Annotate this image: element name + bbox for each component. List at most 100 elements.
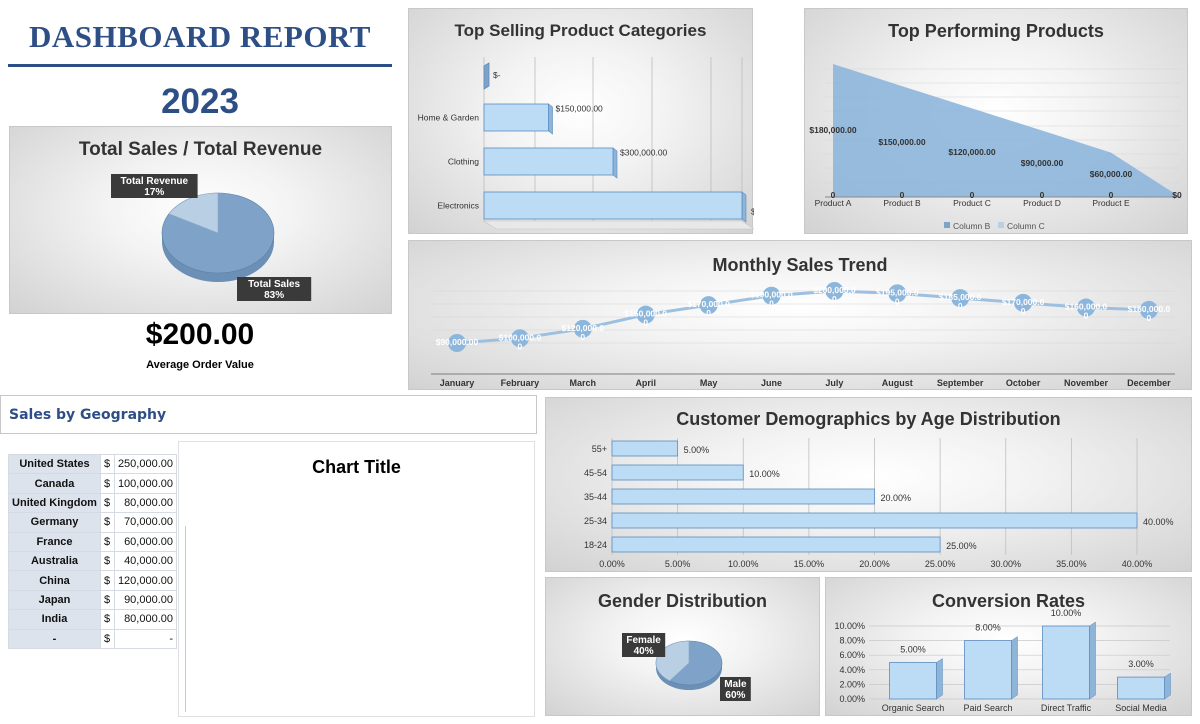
products-value-label: $180,000.00 [809,125,857,135]
gender-chart-panel[interactable]: Gender Distribution Female 40% Male 60% [545,577,820,716]
monthly-value-label: $170,000.0 [687,299,730,309]
monthly-point [888,284,907,303]
monthly-trend-panel[interactable]: Monthly Sales Trend $90,000.00 January $10… [408,240,1192,390]
categories-value-label: $300,000.00 [620,148,668,158]
geography-amount-cell[interactable]: 70,000.00 [114,512,177,533]
geography-currency-cell[interactable]: $ [100,473,115,494]
age-value-label: 5.00% [684,445,710,455]
categories-bar-side [741,191,747,223]
conversion-ytick-label: 0.00% [839,694,865,704]
geography-currency-cell[interactable]: $ [100,453,115,475]
geography-country-cell[interactable]: United States [8,453,101,475]
monthly-value-label: $160,000.0 [1128,304,1171,314]
monthly-value-label: $200,000.0 [813,285,856,295]
categories-label: Electronics [437,201,479,211]
monthly-month-label: December [1127,378,1171,388]
monthly-value-label: 0 [706,308,711,318]
products-legend-swatch [998,222,1004,228]
monthly-month-label: August [882,378,913,388]
geography-country-cell[interactable]: Canada [8,473,101,494]
age-category-label: 25-34 [584,516,607,526]
conversion-chart-panel[interactable]: Conversion Rates 0.00% 2.00% 4.00% 6.00% 8.0… [825,577,1192,716]
gender-label-male: 60% [725,690,745,701]
geography-amount-cell[interactable]: 250,000.00 [114,453,177,475]
monthly-month-label: March [570,378,597,388]
title-divider [8,64,392,67]
geography-country-cell[interactable]: France [8,531,101,552]
age-chart-title: Customer Demographics by Age Distributio… [676,409,1061,429]
products-value-label: $90,000.00 [1021,158,1064,168]
geography-country-cell[interactable]: India [8,609,101,630]
geography-amount-cell[interactable]: 60,000.00 [114,531,177,552]
monthly-month-label: November [1064,378,1109,388]
conversion-column-chart: 0.00% 2.00% 4.00% 6.00% 8.00% 10.00% 5.00% Orga… [834,608,1171,713]
monthly-value-label: 0 [1147,313,1152,323]
monthly-month-label: July [825,378,843,388]
age-xtick-label: 0.00% [599,559,625,569]
geography-country-cell[interactable]: - [8,628,101,649]
geography-amount-cell[interactable]: 80,000.00 [114,492,177,514]
monthly-value-label: 0 [832,294,837,304]
categories-value-label: $- [493,70,501,80]
products-value-label: $150,000.00 [878,137,926,147]
gender-label-male: Male [724,679,747,690]
gender-label-female-bg [622,633,666,657]
geography-country-cell[interactable]: China [8,570,101,591]
age-value-label: 10.00% [749,469,780,479]
geography-currency-cell[interactable]: $ [100,609,115,630]
geography-amount-cell[interactable]: - [114,628,177,649]
monthly-value-label: $190,000.0 [750,290,793,300]
geography-currency-cell[interactable]: $ [100,531,115,552]
products-chart-title: Top Performing Products [888,21,1104,41]
geography-currency-cell[interactable]: $ [100,550,115,572]
conversion-ytick-label: 8.00% [839,636,865,646]
revenue-pie-panel[interactable]: Total Sales / Total Revenue Total Revenu… [9,126,392,314]
products-legend-swatch [944,222,950,228]
monthly-point [636,305,655,324]
products-chart-panel[interactable]: Top Performing Products $180,000.00 $150,… [804,8,1188,234]
products-legend-item: Column C [1007,221,1045,231]
empty-chart-panel[interactable]: Chart Title [178,441,535,717]
geography-country-cell[interactable]: Japan [8,589,101,611]
geography-amount-cell[interactable]: 120,000.00 [114,570,177,591]
age-bar [611,488,875,505]
geography-currency-cell[interactable]: $ [100,570,115,591]
categories-bar [483,62,490,90]
age-value-label: 20.00% [881,493,912,503]
conversion-category-label: Direct Traffic [1041,703,1092,713]
age-xtick-label: 10.00% [728,559,759,569]
geography-country-cell[interactable]: Australia [8,550,101,572]
age-category-label: 18-24 [584,540,607,550]
geography-amount-cell[interactable]: 100,000.00 [114,473,177,494]
geography-amount-cell[interactable]: 90,000.00 [114,589,177,611]
geography-country-cell[interactable]: Germany [8,512,101,533]
revenue-label-total-revenue-bg [111,174,198,198]
geography-currency-cell[interactable]: $ [100,628,115,649]
categories-label: Clothing [448,157,479,167]
categories-value-label: $600,000.00 [751,207,754,217]
geography-currency-cell[interactable]: $ [100,589,115,611]
geography-currency-cell[interactable]: $ [100,492,115,514]
geography-amount-cell[interactable]: 40,000.00 [114,550,177,572]
categories-chart-title: Top Selling Product Categories [454,21,707,40]
monthly-month-label: October [1006,378,1041,388]
geography-row: India $80,000.00 [8,609,177,630]
geography-currency-cell[interactable]: $ [100,512,115,533]
categories-chart-panel[interactable]: Top Selling Product Categories $- Home & … [408,8,754,234]
age-bar-chart: 0.00% 5.00% 10.00% 15.00% 20.00% 25.00% 30.00%… [584,438,1174,569]
categories-bar-side [612,147,618,179]
gender-label-female: 40% [634,646,654,657]
age-category-label: 35-44 [584,492,607,502]
geography-title: Sales by Geography [9,407,167,423]
monthly-line-chart: $90,000.00January$100,000.00February$120… [431,282,1175,388]
monthly-value-label: $195,000.0 [876,287,919,297]
geography-amount-cell[interactable]: 80,000.00 [114,609,177,630]
age-chart-panel[interactable]: Customer Demographics by Age Distributio… [545,397,1192,572]
products-zero-label: 0 [831,190,836,200]
age-bar [611,464,744,481]
revenue-label-total-sales: Total Sales [248,279,300,290]
products-value-label: $60,000.00 [1090,169,1133,179]
conversion-category-label: Paid Search [963,703,1012,713]
geography-country-cell[interactable]: United Kingdom [8,492,101,514]
